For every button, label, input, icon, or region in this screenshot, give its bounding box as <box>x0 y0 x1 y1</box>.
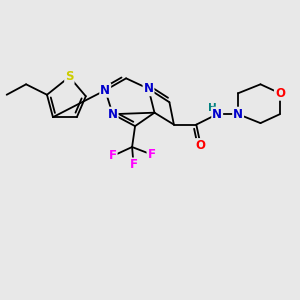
Text: N: N <box>100 84 110 97</box>
Text: N: N <box>143 82 154 95</box>
Text: O: O <box>275 87 285 100</box>
Text: F: F <box>109 149 117 163</box>
Text: F: F <box>148 148 155 161</box>
Text: N: N <box>212 108 222 121</box>
Text: N: N <box>108 108 118 121</box>
Text: O: O <box>196 139 206 152</box>
Text: S: S <box>65 70 74 83</box>
Text: F: F <box>130 158 138 171</box>
Text: N: N <box>233 108 243 121</box>
Text: H: H <box>208 103 217 113</box>
